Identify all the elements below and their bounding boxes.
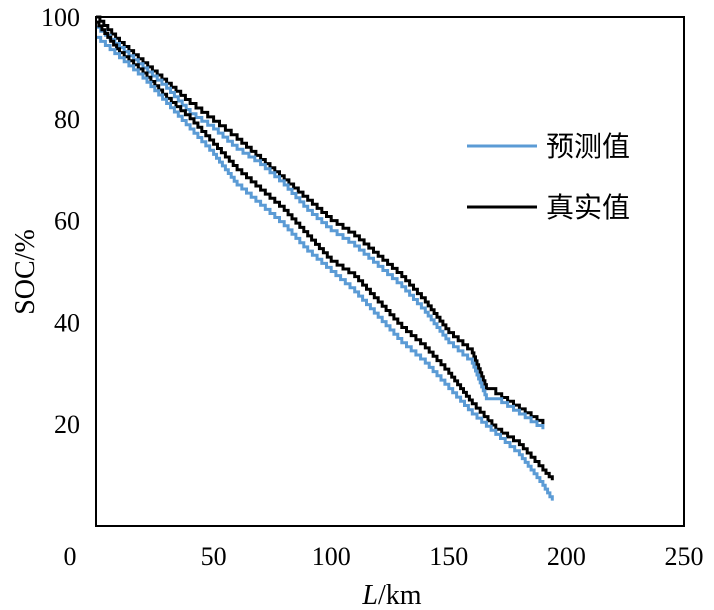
- axis-ticks: 0 50 100 150 200 250 20 40 60 80 100: [41, 3, 704, 571]
- x-tick-label: 150: [429, 542, 468, 571]
- series-line-actual-lower: [96, 20, 554, 481]
- y-axis-label: SOC/%: [10, 229, 41, 315]
- legend: 预测值 真实值: [467, 130, 630, 224]
- x-tick-label: 200: [547, 542, 586, 571]
- series-line-predicted-upper: [96, 25, 545, 430]
- legend-label-predicted: 预测值: [546, 130, 630, 163]
- x-tick-label: 0: [64, 542, 77, 571]
- x-tick-label: 50: [201, 542, 227, 571]
- plot-frame: [95, 16, 685, 527]
- y-tick-label: 100: [41, 3, 80, 32]
- series-line-actual-upper: [96, 15, 545, 425]
- series-line-predicted-lower: [96, 35, 554, 501]
- y-tick-label: 20: [54, 410, 80, 439]
- x-tick-label: 250: [665, 542, 704, 571]
- y-tick-label: 60: [54, 207, 80, 236]
- x-tick-label: 100: [312, 542, 351, 571]
- y-tick-label: 80: [54, 105, 80, 134]
- x-axis-label: L/km: [361, 580, 421, 610]
- legend-label-actual: 真实值: [546, 191, 630, 224]
- plot-lines: [96, 15, 554, 501]
- y-tick-label: 40: [54, 308, 80, 337]
